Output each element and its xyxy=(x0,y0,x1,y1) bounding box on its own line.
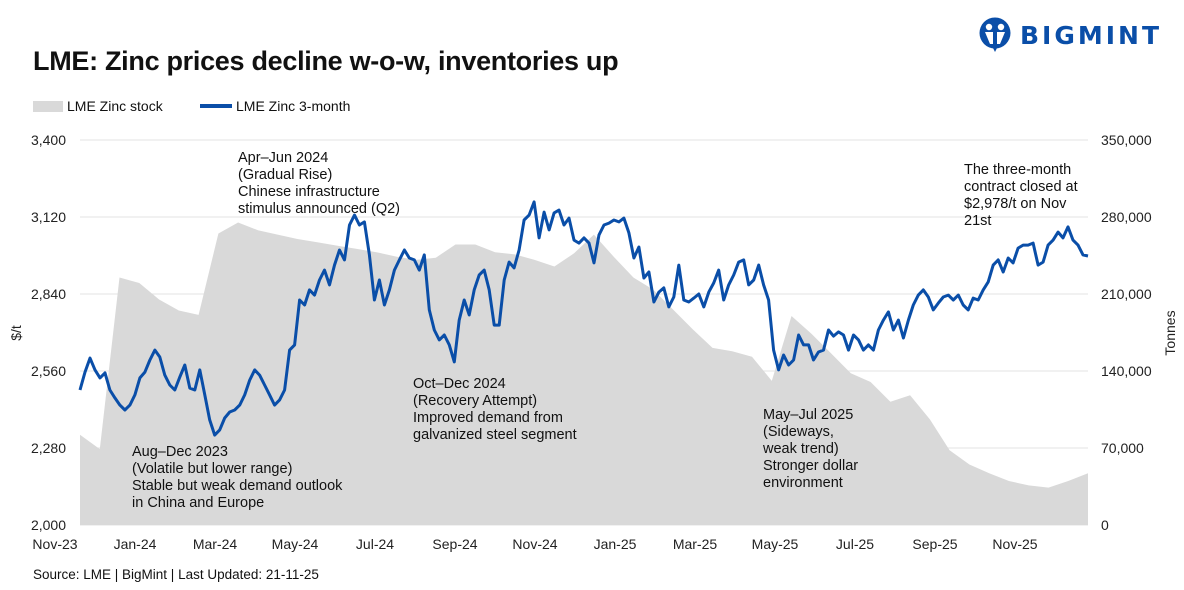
annotation-oct-dec-2024: Oct–Dec 2024 (Recovery Attempt) Improved d… xyxy=(413,376,577,443)
y-left-axis-label: $/t xyxy=(8,325,24,341)
y-left-tick-label: 2,280 xyxy=(31,440,66,456)
x-tick-label: May-25 xyxy=(752,536,799,552)
chart-title: LME: Zinc prices decline w-o-w, inventor… xyxy=(33,46,619,76)
legend-label-price: LME Zinc 3-month xyxy=(236,98,351,114)
annotation-line: (Gradual Rise) xyxy=(238,167,332,183)
annotation-line: (Volatile but lower range) xyxy=(132,461,292,477)
annotation-line: weak trend) xyxy=(762,441,839,457)
annotation-line: The three-month xyxy=(964,162,1071,178)
annotation-line: in China and Europe xyxy=(132,495,264,511)
stock-area xyxy=(80,222,1088,525)
y-right-axis-label: Tonnes xyxy=(1162,310,1178,355)
annotation-line: 21st xyxy=(964,213,991,229)
annotation-line: Stronger dollar xyxy=(763,458,858,474)
source-note: Source: LME | BigMint | Last Updated: 21… xyxy=(33,567,319,582)
legend-label-stock: LME Zinc stock xyxy=(67,98,163,114)
x-tick-label: May-24 xyxy=(272,536,319,552)
annotation-line: $2,978/t on Nov xyxy=(964,196,1067,212)
annotation-line: May–Jul 2025 xyxy=(763,407,853,423)
legend-item-price: LME Zinc 3-month xyxy=(200,98,350,114)
x-tick-label: Nov-23 xyxy=(32,536,77,552)
legend-swatch-stock xyxy=(33,100,63,112)
x-tick-label: Jan-24 xyxy=(114,536,157,552)
bigmint-logo: BIGMINT xyxy=(978,16,1162,54)
logo-wordmark: BIGMINT xyxy=(1020,20,1163,50)
annotation-line: stimulus announced (Q2) xyxy=(238,201,400,217)
x-tick-label: Jan-25 xyxy=(594,536,637,552)
x-tick-label: Nov-25 xyxy=(992,536,1037,552)
annotation-aug-dec-2023: Aug–Dec 2023 (Volatile but lower range) St… xyxy=(132,444,343,511)
x-tick-label: Sep-24 xyxy=(432,536,477,552)
x-tick-label: Jul-25 xyxy=(836,536,874,552)
y-right-tick-label: 210,000 xyxy=(1101,286,1152,302)
annotation-line: contract closed at xyxy=(964,179,1078,195)
x-tick-label: Nov-24 xyxy=(512,536,557,552)
y-right-tick-label: 0 xyxy=(1101,517,1109,533)
annotation-line: Improved demand from xyxy=(413,410,563,426)
annotation-latest-close: The three-month contract closed at $2,978/… xyxy=(964,162,1078,229)
annotation-may-jul-2025: May–Jul 2025 (Sideways, weak trend) Stronge… xyxy=(762,407,858,491)
annotation-line: Aug–Dec 2023 xyxy=(132,444,228,460)
annotation-line: Stable but weak demand outlook xyxy=(132,478,343,494)
bigmint-logo-icon xyxy=(979,17,1011,52)
annotation-line: (Sideways, xyxy=(763,424,834,440)
y-right-tick-label: 280,000 xyxy=(1101,209,1152,225)
y-right-tick-label: 70,000 xyxy=(1101,440,1144,456)
annotation-line: (Recovery Attempt) xyxy=(413,393,537,409)
y-left-tick-label: 2,840 xyxy=(31,286,66,302)
y-right-tick-label: 350,000 xyxy=(1101,132,1152,148)
annotation-line: Chinese infrastructure xyxy=(238,184,380,200)
y-right-tick-label: 140,000 xyxy=(1101,363,1152,379)
y-left-tick-label: 3,400 xyxy=(31,132,66,148)
x-tick-label: Mar-24 xyxy=(193,536,238,552)
legend-item-stock: LME Zinc stock xyxy=(33,98,163,114)
annotation-line: environment xyxy=(763,475,843,491)
annotation-apr-jun-2024: Apr–Jun 2024 (Gradual Rise) Chinese infras… xyxy=(238,150,400,217)
x-tick-label: Jul-24 xyxy=(356,536,394,552)
price-line xyxy=(78,200,1089,437)
y-left-tick-label: 3,120 xyxy=(31,209,66,225)
y-left-tick-label: 2,560 xyxy=(31,363,66,379)
x-tick-label: Mar-25 xyxy=(673,536,718,552)
annotation-line: Apr–Jun 2024 xyxy=(238,150,328,166)
annotation-line: galvanized steel segment xyxy=(413,427,577,443)
legend-swatch-price xyxy=(200,104,232,108)
x-tick-label: Sep-25 xyxy=(912,536,957,552)
y-left-tick-label: 2,000 xyxy=(31,517,66,533)
annotation-line: Oct–Dec 2024 xyxy=(413,376,506,392)
